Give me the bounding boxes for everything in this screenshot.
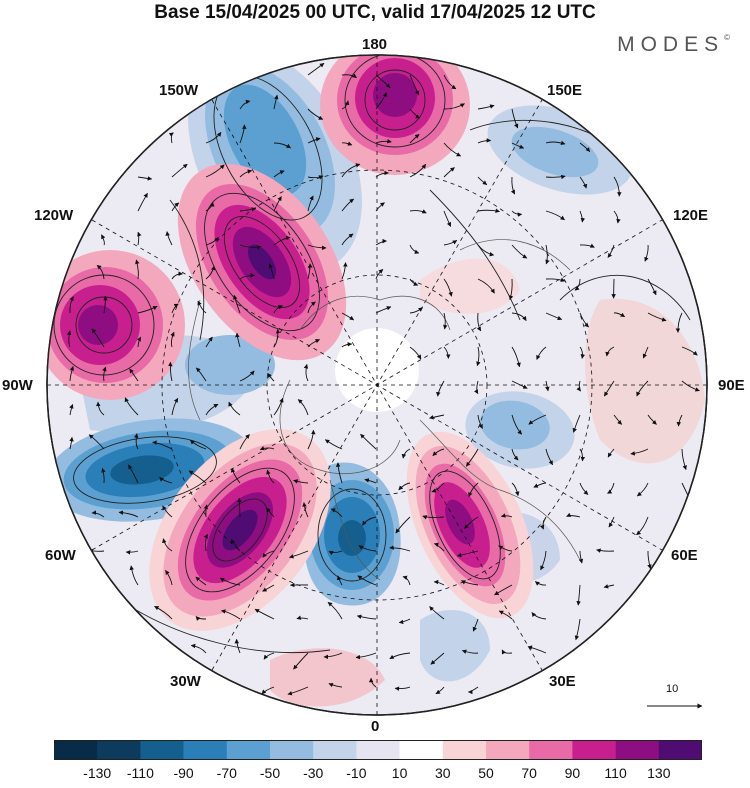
colorbar-swatch: [227, 740, 270, 760]
colorbar-swatch: [400, 740, 444, 760]
colorbar-tick-label: 130: [647, 765, 670, 781]
colorbar-tick-label: -30: [303, 765, 323, 781]
colorbar-tick-label: 10: [392, 765, 408, 781]
colorbar-tick-label: -130: [83, 765, 111, 781]
colorbar-tick-label: 110: [604, 765, 626, 781]
brand-mark: ©: [724, 33, 730, 42]
colorbar-tick-label: -110: [127, 765, 154, 781]
brand-logo: MODES©: [617, 33, 730, 57]
lon-label-180: 180: [362, 36, 387, 53]
colorbar-swatch: [313, 740, 357, 760]
colorbar-swatch: [443, 740, 487, 760]
lon-label-60w: 60W: [45, 547, 76, 564]
colorbar-ticks: -130 -110 -90 -70 -50 -30 -10 10 30 50 70 90 110 130: [0, 765, 750, 783]
brand-text: MODES: [617, 33, 724, 56]
lon-label-150e: 150E: [547, 82, 582, 99]
colorbar: [54, 740, 702, 760]
colorbar-tick-label: -10: [346, 765, 366, 781]
lon-label-0: 0: [371, 718, 379, 735]
lon-label-150w: 150W: [159, 82, 198, 99]
lon-label-60e: 60E: [671, 547, 698, 564]
page-title: Base 15/04/2025 00 UTC, valid 17/04/2025…: [0, 2, 750, 24]
colorbar-swatch: [572, 740, 616, 760]
colorbar-swatch: [659, 740, 702, 760]
lon-label-120e: 120E: [673, 207, 708, 224]
colorbar-swatch: [616, 740, 660, 760]
vector-scale-label: 10: [666, 683, 678, 695]
colorbar-tick-label: -50: [260, 765, 280, 781]
colorbar-tick-label: 30: [435, 765, 451, 781]
lon-label-120w: 120W: [34, 207, 73, 224]
colorbar-tick-label: 90: [565, 765, 581, 781]
colorbar-tick-label: -70: [217, 765, 237, 781]
colorbar-swatch: [140, 740, 184, 760]
colorbar-swatch: [184, 740, 228, 760]
colorbar-tick-label: -90: [173, 765, 193, 781]
colorbar-tick-label: 70: [521, 765, 537, 781]
colorbar-swatch: [529, 740, 573, 760]
colorbar-swatch: [486, 740, 530, 760]
lon-label-90e: 90E: [718, 377, 745, 394]
colorbar-swatch: [356, 740, 400, 760]
colorbar-swatch: [54, 740, 98, 760]
colorbar-swatch: [97, 740, 141, 760]
lon-label-90w: 90W: [2, 377, 33, 394]
lon-label-30w: 30W: [170, 673, 201, 690]
lon-label-30e: 30E: [549, 673, 576, 690]
colorbar-tick-label: 50: [478, 765, 494, 781]
colorbar-swatch: [270, 740, 314, 760]
